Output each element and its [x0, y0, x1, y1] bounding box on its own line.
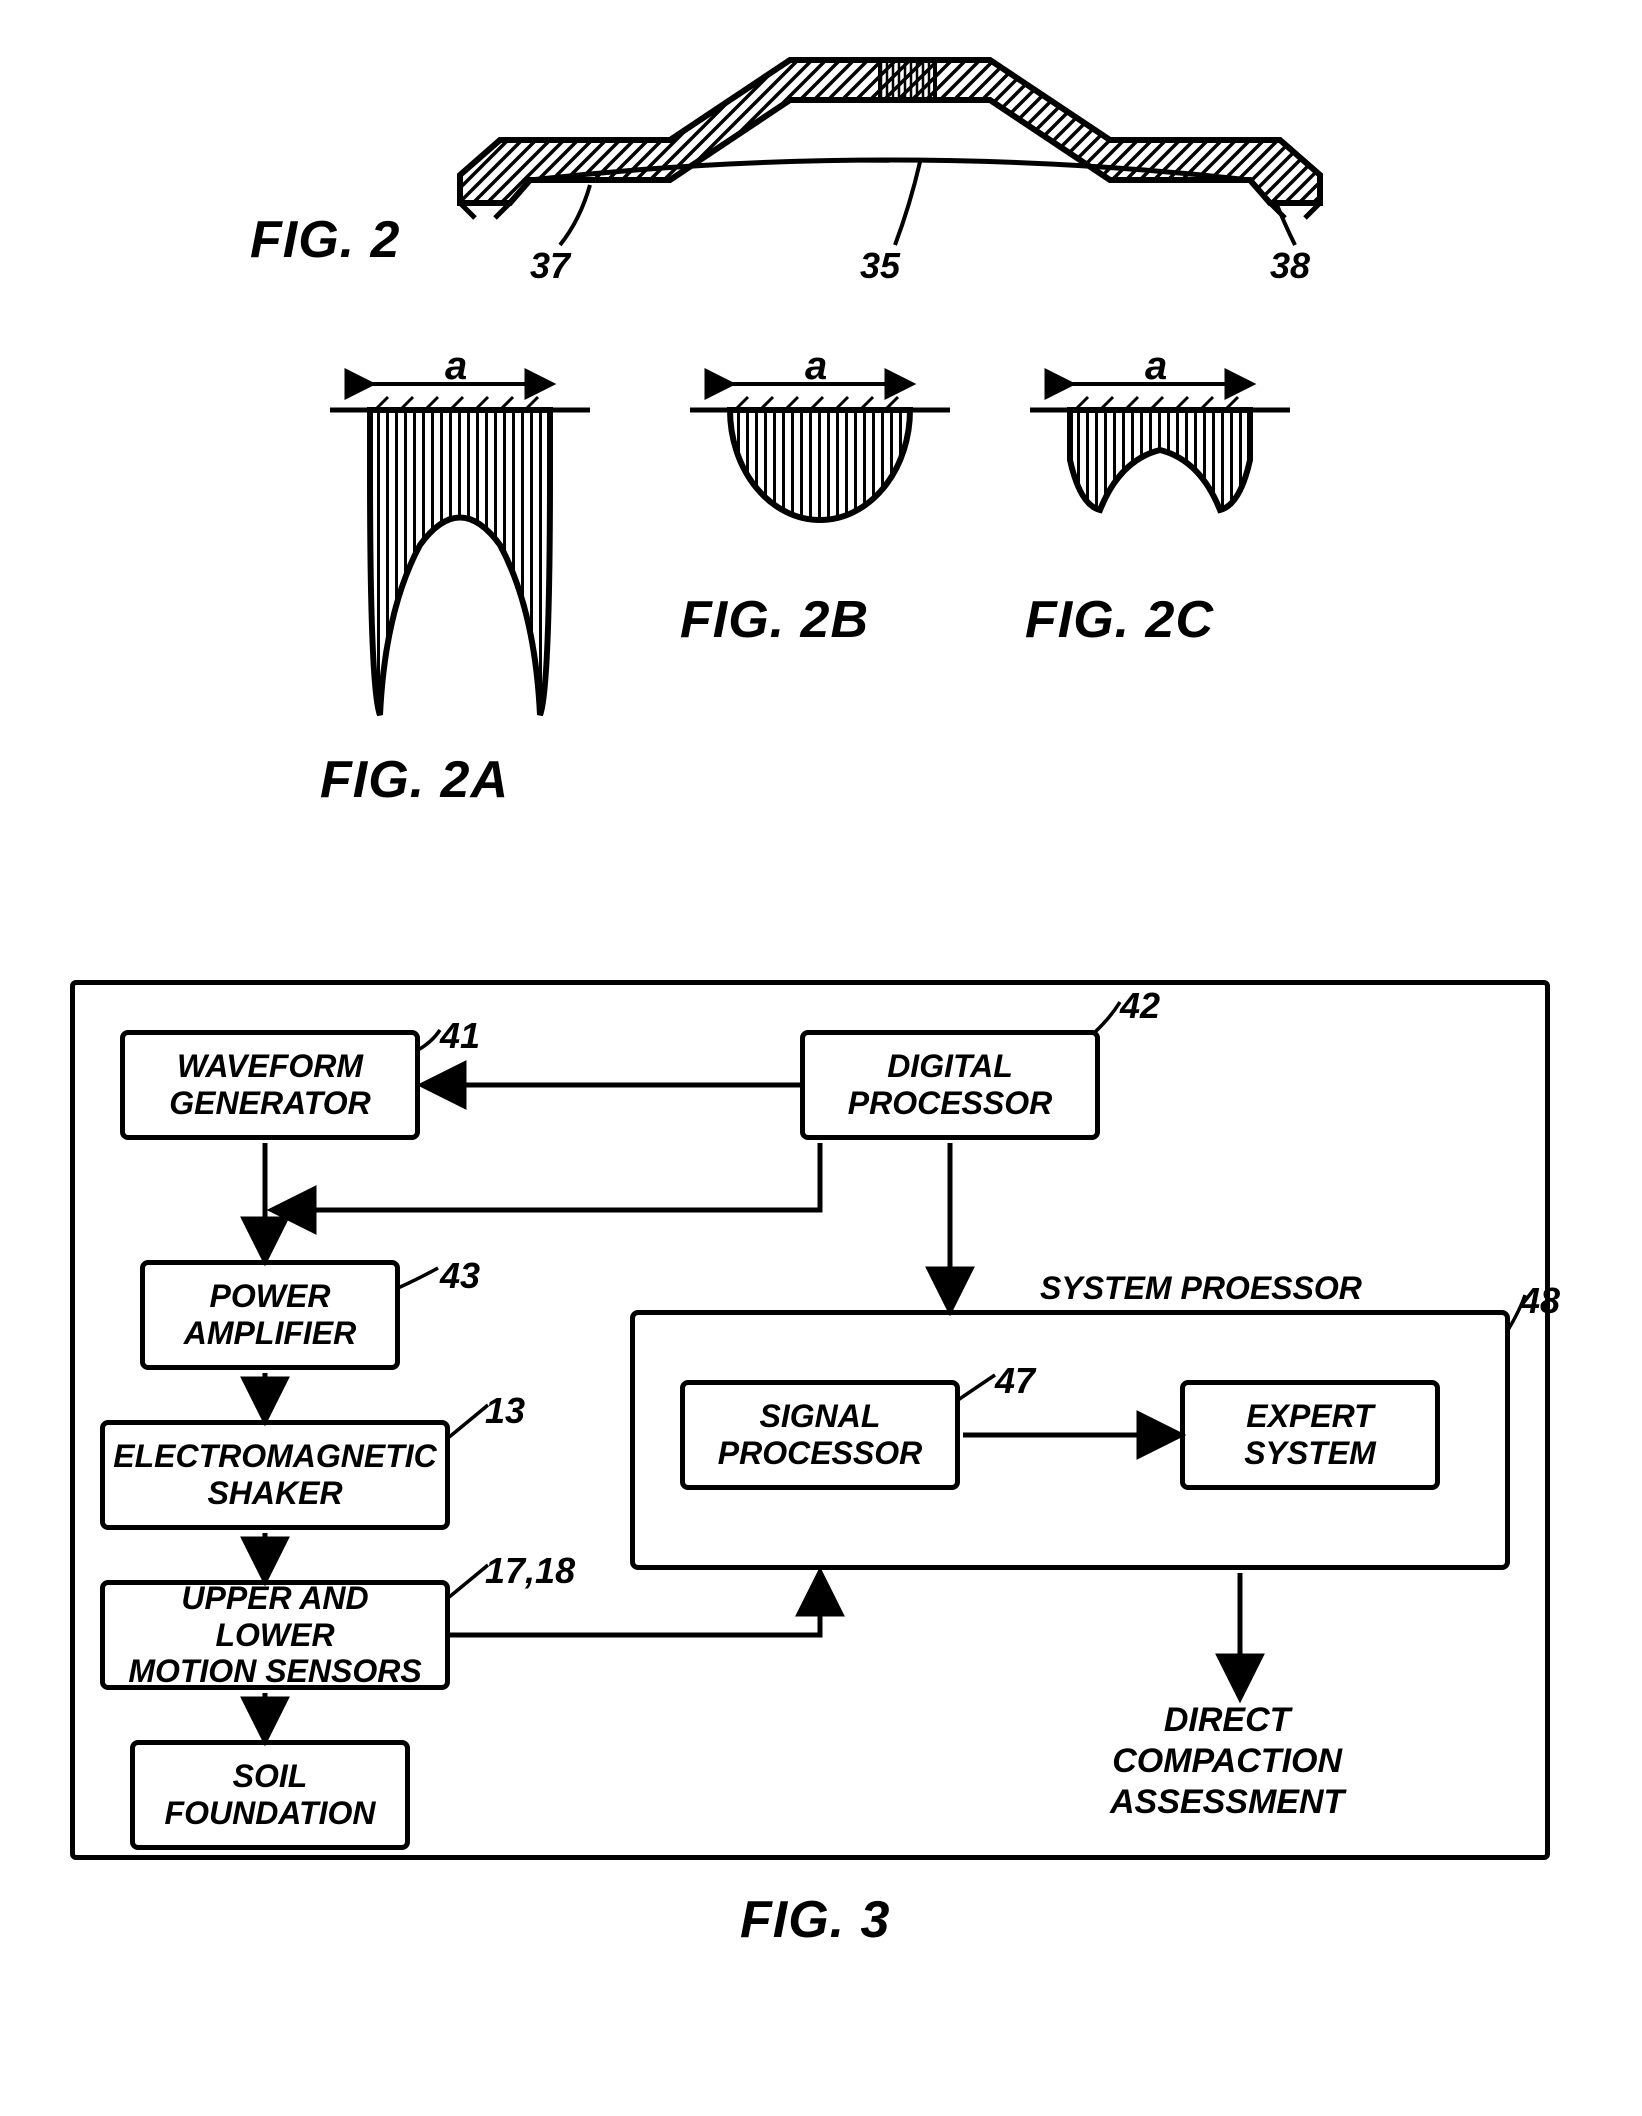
ref-42: 42: [1120, 985, 1160, 1027]
box-electromagnetic-shaker-text: ELECTROMAGNETIC SHAKER: [113, 1438, 437, 1512]
box-soil-foundation: SOIL FOUNDATION: [130, 1740, 410, 1850]
fig2c-label: FIG. 2C: [1025, 590, 1214, 650]
ref-37: 37: [530, 245, 570, 287]
output-label: DIRECT COMPACTION ASSESSMENT: [1110, 1700, 1344, 1822]
fig2abc-region: a FIG. 2A a FIG. 2B: [280, 350, 1602, 870]
ref-38: 38: [1270, 245, 1310, 287]
ref-43: 43: [440, 1255, 480, 1297]
fig2-label: FIG. 2: [250, 210, 400, 270]
fig2b-dim: a: [805, 344, 827, 389]
fig2a-dim: a: [445, 344, 467, 389]
box-signal-processor: SIGNAL PROCESSOR: [680, 1380, 960, 1490]
fig2a-label: FIG. 2A: [320, 750, 509, 810]
fig3-label: FIG. 3: [740, 1890, 890, 1950]
box-system-processor-label: SYSTEM PROESSOR: [1040, 1270, 1362, 1307]
box-motion-sensors: UPPER AND LOWER MOTION SENSORS: [100, 1580, 450, 1690]
ref-1718: 17,18: [485, 1550, 575, 1592]
box-waveform-generator-text: WAVEFORM GENERATOR: [169, 1048, 371, 1122]
box-digital-processor-text: DIGITAL PROCESSOR: [848, 1048, 1052, 1122]
ref-41: 41: [440, 1015, 480, 1057]
ref-13: 13: [485, 1390, 525, 1432]
fig2b-label: FIG. 2B: [680, 590, 869, 650]
ref-48: 48: [1520, 1280, 1560, 1322]
box-power-amplifier-text: POWER AMPLIFIER: [184, 1278, 356, 1352]
ref-35: 35: [860, 245, 900, 287]
box-signal-processor-text: SIGNAL PROCESSOR: [718, 1398, 922, 1472]
box-digital-processor: DIGITAL PROCESSOR: [800, 1030, 1100, 1140]
box-waveform-generator: WAVEFORM GENERATOR: [120, 1030, 420, 1140]
fig2-region: FIG. 2 37 35 38: [280, 40, 1602, 320]
box-expert-system-text: EXPERT SYSTEM: [1244, 1398, 1376, 1472]
fig2c-profile: [1020, 350, 1300, 610]
box-power-amplifier: POWER AMPLIFIER: [140, 1260, 400, 1370]
box-soil-foundation-text: SOIL FOUNDATION: [165, 1758, 376, 1832]
fig2-cross-section: [440, 40, 1340, 250]
fig2a-profile: [320, 350, 600, 730]
fig2c-dim: a: [1145, 344, 1167, 389]
ref-47: 47: [995, 1360, 1035, 1402]
box-motion-sensors-text: UPPER AND LOWER MOTION SENSORS: [123, 1580, 427, 1690]
fig2b-profile: [680, 350, 960, 610]
output-label-text: DIRECT COMPACTION ASSESSMENT: [1110, 1701, 1344, 1821]
fig3-region: WAVEFORM GENERATOR POWER AMPLIFIER ELECT…: [40, 910, 1602, 1990]
box-electromagnetic-shaker: ELECTROMAGNETIC SHAKER: [100, 1420, 450, 1530]
box-expert-system: EXPERT SYSTEM: [1180, 1380, 1440, 1490]
